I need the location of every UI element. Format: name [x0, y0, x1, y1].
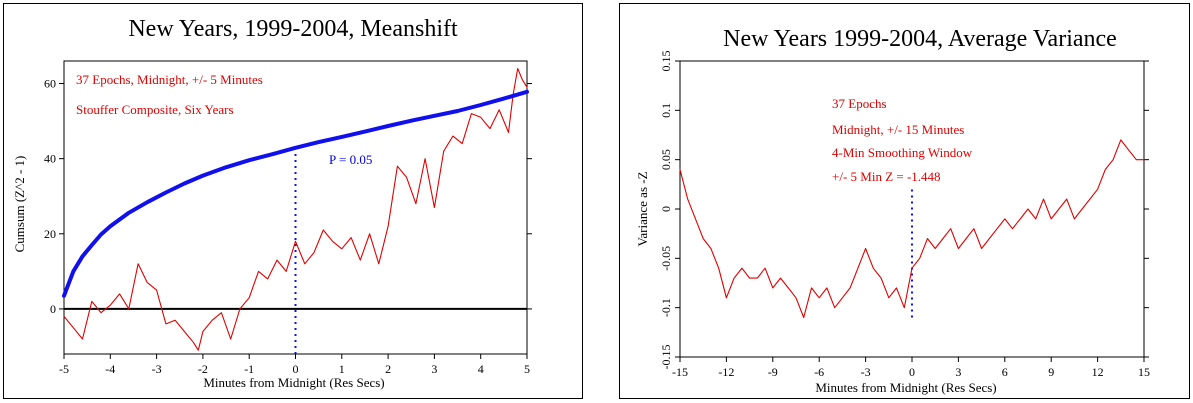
y-tick-label: 0: [659, 206, 673, 212]
x-tick-label: -5: [59, 362, 69, 376]
x-tick-label: -9: [768, 365, 778, 379]
y-tick-label: -0.15: [659, 345, 673, 370]
x-tick-label: 5: [524, 362, 530, 376]
x-tick-label: 0: [909, 365, 915, 379]
y-tick-label: 0.15: [659, 51, 673, 72]
y-tick-label: 0.1: [659, 103, 673, 118]
x-tick-label: 2: [385, 362, 391, 376]
annotation-p-value: P = 0.05: [329, 152, 372, 167]
x-tick-label: -15: [672, 365, 688, 379]
annotation-epochs: 37 Epochs: [832, 96, 887, 111]
annotation-smoothing: 4-Min Smoothing Window: [832, 145, 973, 160]
x-tick-label: -2: [198, 362, 208, 376]
y-tick-label: 60: [44, 77, 56, 91]
y-tick-label: -0.1: [659, 298, 673, 317]
x-tick-label: -1: [244, 362, 254, 376]
data-series-line: [63, 67, 528, 351]
y-tick-label: 40: [44, 152, 56, 166]
x-tick-label: -6: [814, 365, 824, 379]
data-series-line: [679, 139, 1145, 319]
x-tick-label: 0: [293, 362, 299, 376]
chart-title: New Years, 1999-2004, Meanshift: [128, 16, 458, 42]
meanshift-chart: New Years, 1999-2004, Meanshift 37 Epoch…: [3, 3, 583, 399]
x-tick-label: 9: [1048, 365, 1054, 379]
x-tick-label: 3: [431, 362, 437, 376]
x-tick-label: 6: [1002, 365, 1008, 379]
y-axis-label: Variance as -Z: [635, 171, 650, 246]
annotation-epochs: 37 Epochs, Midnight, +/- 5 Minutes: [76, 72, 263, 87]
x-axis-label: Minutes from Midnight (Res Secs): [203, 375, 384, 390]
x-tick-label: 12: [1092, 365, 1104, 379]
meanshift-chart-svg: New Years, 1999-2004, Meanshift 37 Epoch…: [12, 16, 532, 390]
y-tick-label: 20: [44, 227, 56, 241]
y-axis-label: Cumsum (Z^2 - 1): [12, 156, 27, 253]
variance-chart: New Years 1999-2004, Average Variance 37…: [619, 3, 1190, 399]
x-tick-label: 15: [1138, 365, 1150, 379]
x-axis-label: Minutes from Midnight (Res Secs): [815, 380, 996, 395]
x-tick-label: -3: [861, 365, 871, 379]
variance-chart-svg: New Years 1999-2004, Average Variance 37…: [635, 26, 1150, 395]
x-tick-label: 1: [339, 362, 345, 376]
x-tick-label: 3: [955, 365, 961, 379]
annotation-window: Midnight, +/- 15 Minutes: [832, 122, 964, 137]
x-tick-label: -12: [718, 365, 734, 379]
y-tick-label: 0: [50, 302, 56, 316]
significance-curve: [62, 89, 529, 298]
y-tick-label: 0.05: [659, 149, 673, 170]
chart-title: New Years 1999-2004, Average Variance: [723, 26, 1117, 52]
y-tick-label: -0.05: [659, 246, 673, 271]
annotation-z-score: +/- 5 Min Z = -1.448: [832, 169, 941, 184]
x-tick-label: 4: [478, 362, 484, 376]
x-tick-label: -3: [152, 362, 162, 376]
x-tick-label: -4: [105, 362, 115, 376]
annotation-composite: Stouffer Composite, Six Years: [76, 102, 234, 117]
